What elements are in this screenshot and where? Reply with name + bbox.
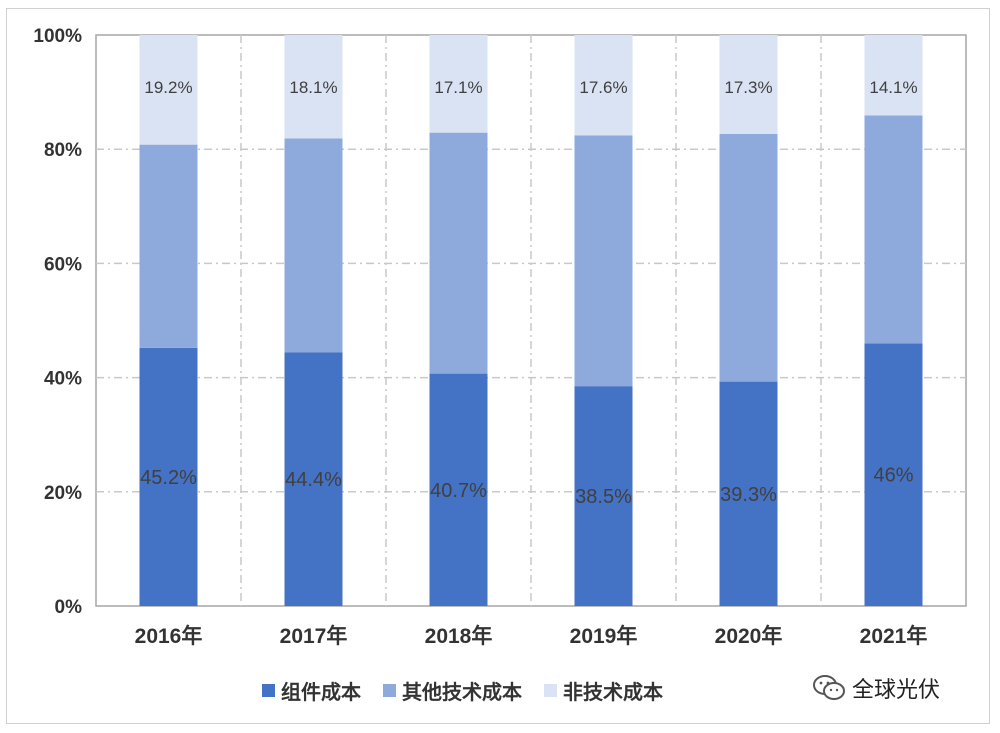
bar-segment bbox=[429, 35, 488, 133]
data-label: 40.7% bbox=[430, 480, 487, 502]
bar-segment bbox=[139, 347, 198, 606]
bar-segment bbox=[864, 343, 923, 606]
bar-segment bbox=[574, 35, 633, 136]
legend-label: 非技术成本 bbox=[563, 680, 663, 704]
bar-segment bbox=[574, 135, 633, 387]
legend-item-other-tech-cost: 其他技术成本 bbox=[383, 676, 522, 705]
bar-segment bbox=[574, 386, 633, 606]
bar-segment bbox=[429, 132, 488, 374]
bar-segment bbox=[284, 138, 343, 353]
y-tick-label: 100% bbox=[33, 26, 82, 47]
y-tick-label: 80% bbox=[44, 140, 82, 161]
bar-segment bbox=[284, 352, 343, 606]
bar-segment bbox=[284, 35, 343, 139]
data-label: 17.6% bbox=[579, 78, 627, 97]
data-label: 44.4% bbox=[285, 469, 342, 491]
legend-item-module-cost: 组件成本 bbox=[262, 676, 361, 705]
data-label: 19.2% bbox=[144, 78, 192, 97]
legend-swatch bbox=[383, 684, 396, 697]
x-tick-label: 2021年 bbox=[860, 624, 928, 648]
bar-segment bbox=[864, 35, 923, 116]
wechat-icon bbox=[813, 675, 845, 700]
x-tick-label: 2020年 bbox=[715, 624, 783, 648]
bar-segment bbox=[864, 115, 923, 344]
y-tick-label: 20% bbox=[44, 483, 82, 504]
x-tick-label: 2019年 bbox=[570, 624, 638, 648]
y-tick-label: 0% bbox=[55, 597, 83, 618]
data-label: 18.1% bbox=[289, 78, 337, 97]
data-label: 45.2% bbox=[140, 467, 197, 489]
legend-item-non-tech-cost: 非技术成本 bbox=[544, 676, 663, 705]
chart-frame bbox=[6, 8, 990, 724]
x-tick-label: 2018年 bbox=[425, 624, 493, 648]
legend: 组件成本 其他技术成本 非技术成本 bbox=[262, 676, 663, 705]
bar-segment bbox=[719, 133, 778, 382]
bar-segment bbox=[719, 35, 778, 134]
data-label: 14.1% bbox=[869, 78, 917, 97]
y-tick-label: 40% bbox=[44, 369, 82, 390]
legend-swatch bbox=[262, 684, 275, 697]
bar-segment bbox=[719, 381, 778, 606]
data-label: 46% bbox=[873, 465, 913, 487]
legend-swatch bbox=[544, 684, 557, 697]
bar-segment bbox=[139, 35, 198, 145]
x-tick-label: 2017年 bbox=[280, 624, 348, 648]
legend-label: 其他技术成本 bbox=[402, 680, 522, 704]
x-tick-label: 2016年 bbox=[135, 624, 203, 648]
bar-segment bbox=[139, 144, 198, 348]
data-label: 17.3% bbox=[724, 78, 772, 97]
legend-label: 组件成本 bbox=[281, 680, 361, 704]
data-label: 17.1% bbox=[434, 78, 482, 97]
watermark: 全球光伏 bbox=[812, 672, 940, 704]
data-label: 38.5% bbox=[575, 486, 632, 508]
data-label: 39.3% bbox=[720, 484, 777, 506]
y-tick-label: 60% bbox=[44, 254, 82, 275]
bar-segment bbox=[429, 373, 488, 606]
watermark-text: 全球光伏 bbox=[852, 678, 941, 703]
